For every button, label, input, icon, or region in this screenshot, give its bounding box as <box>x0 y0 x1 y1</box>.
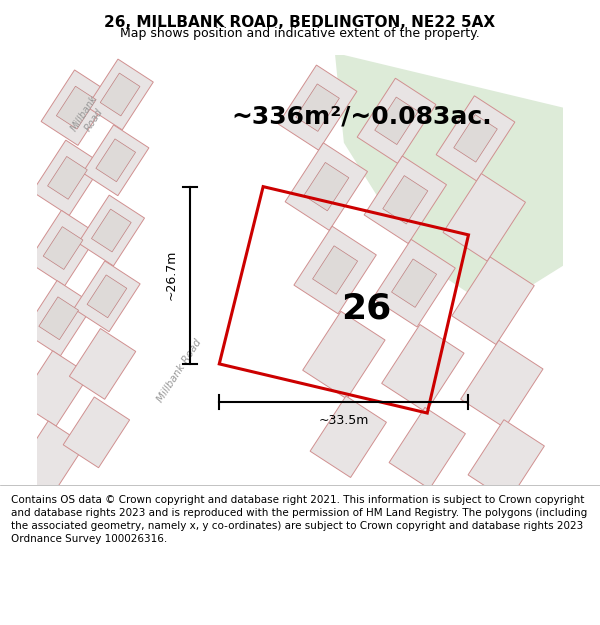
Polygon shape <box>19 351 89 426</box>
Polygon shape <box>357 78 436 163</box>
Polygon shape <box>294 226 376 314</box>
Text: ~26.7m: ~26.7m <box>164 250 178 301</box>
Polygon shape <box>304 162 349 211</box>
Text: Contains OS data © Crown copyright and database right 2021. This information is : Contains OS data © Crown copyright and d… <box>11 495 587 544</box>
Polygon shape <box>468 419 544 501</box>
Polygon shape <box>43 227 83 269</box>
Polygon shape <box>96 139 136 182</box>
Polygon shape <box>461 340 543 428</box>
Text: 26, MILLBANK ROAD, BEDLINGTON, NE22 5AX: 26, MILLBANK ROAD, BEDLINGTON, NE22 5AX <box>104 16 496 31</box>
Polygon shape <box>100 73 140 116</box>
Polygon shape <box>78 195 145 266</box>
Polygon shape <box>375 97 418 144</box>
Polygon shape <box>32 140 103 216</box>
Polygon shape <box>452 257 534 344</box>
Polygon shape <box>383 176 428 224</box>
Polygon shape <box>335 55 563 309</box>
Polygon shape <box>296 84 340 131</box>
Polygon shape <box>87 275 127 318</box>
Text: ~33.5m: ~33.5m <box>319 414 369 428</box>
Text: Millbank
Road: Millbank Road <box>69 94 110 139</box>
Polygon shape <box>373 239 455 327</box>
Polygon shape <box>91 209 131 252</box>
Polygon shape <box>382 324 464 412</box>
Polygon shape <box>436 96 515 181</box>
Polygon shape <box>74 261 140 332</box>
Polygon shape <box>63 397 130 468</box>
Polygon shape <box>151 55 287 485</box>
Polygon shape <box>23 281 94 356</box>
Polygon shape <box>310 396 386 478</box>
Polygon shape <box>392 259 437 308</box>
Polygon shape <box>364 156 446 244</box>
Polygon shape <box>278 65 357 150</box>
Polygon shape <box>41 70 112 146</box>
Polygon shape <box>389 408 466 489</box>
Polygon shape <box>56 86 96 129</box>
Polygon shape <box>70 329 136 399</box>
Polygon shape <box>39 297 79 339</box>
Polygon shape <box>151 55 287 485</box>
Polygon shape <box>302 311 385 399</box>
Text: Map shows position and indicative extent of the property.: Map shows position and indicative extent… <box>120 27 480 39</box>
Polygon shape <box>28 211 98 286</box>
Polygon shape <box>285 143 368 231</box>
Polygon shape <box>443 174 526 261</box>
Text: 26: 26 <box>341 291 392 326</box>
Polygon shape <box>47 156 88 199</box>
Polygon shape <box>83 125 149 196</box>
Polygon shape <box>313 246 358 294</box>
Polygon shape <box>15 421 85 496</box>
Polygon shape <box>87 59 153 130</box>
Text: Millbank Road: Millbank Road <box>155 338 204 404</box>
Text: ~336m²/~0.083ac.: ~336m²/~0.083ac. <box>231 104 492 128</box>
Polygon shape <box>454 114 497 162</box>
